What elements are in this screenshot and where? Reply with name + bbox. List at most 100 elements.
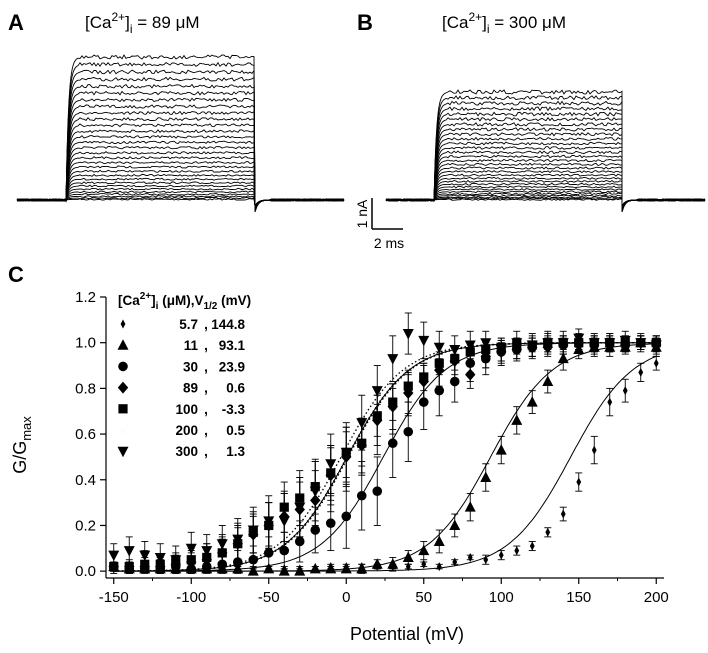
- legend-vhalf-value: 1.3: [226, 444, 245, 459]
- legend-marker: [117, 339, 129, 350]
- data-point: [387, 354, 399, 365]
- data-point: [325, 459, 337, 470]
- data-point: [309, 486, 321, 498]
- y-tick-label: 0.2: [75, 517, 96, 534]
- data-point: [433, 342, 445, 354]
- data-point: [511, 414, 523, 425]
- data-point: [542, 338, 554, 349]
- legend-vhalf-value: 93.1: [219, 338, 246, 353]
- data-point: [421, 559, 427, 569]
- data-point: [278, 516, 290, 527]
- panel-b-label: B: [357, 10, 373, 35]
- data-point: [449, 345, 461, 356]
- data-point: [588, 338, 600, 349]
- scale-bar: 1 nA 2 ms: [354, 198, 404, 251]
- data-point: [341, 511, 352, 522]
- x-tick-label: -50: [258, 589, 280, 606]
- data-point: [495, 444, 507, 455]
- data-point: [340, 447, 352, 459]
- x-tick-label: 100: [489, 589, 514, 606]
- data-points: [108, 312, 662, 576]
- legend-ca-value: 30: [183, 359, 198, 374]
- legend-separator: ,: [204, 423, 208, 438]
- y-tick-label: 1.2: [75, 289, 96, 306]
- y-tick-label: 0.6: [75, 426, 96, 443]
- legend-row-5.7: 5.7, 144.8: [120, 317, 245, 332]
- panel-a-condition: [Ca2+]i = 89 μM: [85, 10, 200, 36]
- legend-row-30: 30, 23.9: [118, 359, 245, 374]
- data-point: [185, 543, 197, 555]
- data-point: [573, 333, 585, 345]
- data-point: [294, 502, 306, 514]
- legend-separator: ,: [204, 381, 208, 396]
- data-point: [402, 551, 414, 562]
- data-point: [464, 501, 476, 512]
- y-tick-label: 0.0: [75, 563, 96, 580]
- legend-row-300: 300, 1.3: [117, 444, 245, 459]
- data-point: [526, 340, 538, 351]
- data-point: [619, 335, 631, 347]
- legend-marker: [120, 319, 126, 329]
- data-point: [402, 329, 414, 340]
- data-point: [480, 351, 491, 362]
- data-point: [403, 390, 414, 401]
- legend-vhalf-value: 0.6: [226, 381, 245, 396]
- x-tick-label: 50: [415, 589, 432, 606]
- x-tick-label: 200: [644, 589, 669, 606]
- data-point: [405, 562, 411, 572]
- series-300: [108, 312, 662, 574]
- data-point: [154, 552, 166, 564]
- current-trace: [385, 170, 706, 208]
- current-trace: [16, 54, 345, 213]
- x-tick-label: -100: [176, 589, 206, 606]
- data-point: [124, 561, 135, 572]
- data-point: [495, 345, 507, 356]
- data-point: [638, 367, 644, 377]
- y-tick-label: 1.0: [75, 335, 96, 352]
- data-point: [650, 340, 662, 351]
- legend-marker: [117, 446, 129, 458]
- fit-curve: [113, 342, 657, 572]
- current-trace: [385, 89, 706, 213]
- data-point: [170, 555, 182, 566]
- legend-row-11: 11, 93.1: [117, 338, 246, 353]
- fit-curve: [113, 342, 657, 572]
- panel-a-current-traces: [16, 54, 345, 213]
- data-point: [622, 386, 628, 396]
- gv-chart: 0.0 0.2 0.4 0.6 0.8 1.0 1.2 -150 -100 -50 0 50 100 15…: [10, 289, 669, 644]
- legend-ca-value: 89: [183, 381, 198, 396]
- legend-separator: ,: [204, 317, 208, 332]
- data-point: [526, 396, 538, 407]
- data-point: [591, 445, 597, 455]
- fit-curve: [113, 342, 657, 572]
- legend-separator: ,: [204, 402, 208, 417]
- data-point: [607, 397, 613, 407]
- data-point: [216, 539, 228, 550]
- data-point: [467, 552, 473, 562]
- data-point: [635, 338, 647, 349]
- legend-marker: [118, 361, 128, 372]
- data-point: [263, 516, 275, 527]
- data-point: [480, 471, 492, 482]
- legend-vhalf-value: 0.5: [226, 423, 245, 438]
- data-point: [325, 518, 336, 528]
- legend-ca-value: 5.7: [179, 317, 198, 332]
- data-point: [403, 426, 414, 437]
- panel-b-condition: [Ca2+]i = 300 μM: [442, 10, 566, 36]
- chart-axes: 0.0 0.2 0.4 0.6 0.8 1.0 1.2 -150 -100 -50 0 50 100 15…: [75, 289, 669, 606]
- panel-a-label: A: [8, 10, 24, 35]
- legend-separator: ,: [204, 338, 208, 353]
- scale-bar-current-label: 1 nA: [354, 199, 370, 228]
- x-tick-label: -150: [99, 589, 129, 606]
- data-point: [557, 352, 569, 364]
- data-point: [511, 338, 523, 349]
- data-point: [108, 563, 119, 574]
- data-point: [498, 550, 504, 560]
- legend-header: [Ca2+]i (μM),V1/2 (mV): [118, 291, 251, 312]
- data-point: [387, 438, 398, 449]
- legend-marker: [118, 404, 128, 414]
- legend-marker: [117, 381, 129, 394]
- data-point: [371, 558, 383, 569]
- legend-separator: ,: [204, 444, 208, 459]
